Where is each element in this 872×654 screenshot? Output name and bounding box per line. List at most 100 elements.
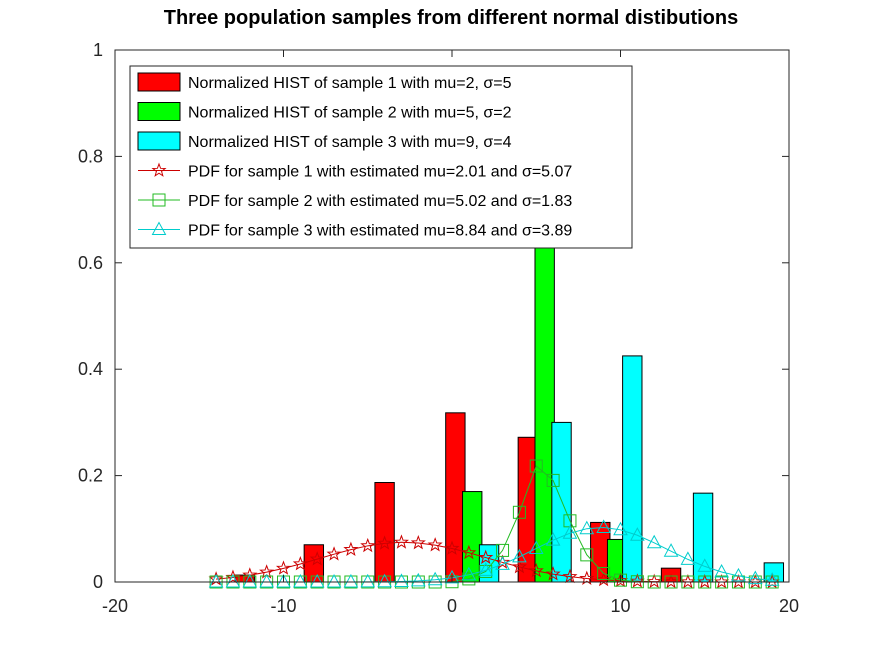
y-tick-label: 0.8 bbox=[78, 146, 103, 166]
pdf-point-sample-1 bbox=[225, 569, 241, 584]
pdf-point-sample-3 bbox=[343, 573, 359, 588]
pdf-point-sample-2 bbox=[546, 473, 560, 487]
legend-swatch bbox=[137, 102, 181, 121]
legend-entry: PDF for sample 1 with estimated mu=2.01 … bbox=[188, 164, 572, 181]
legend-box bbox=[129, 65, 633, 249]
pdf-point-sample-2 bbox=[512, 505, 526, 519]
pdf-point-sample-3 bbox=[646, 534, 662, 549]
pdf-point-sample-1 bbox=[545, 566, 561, 581]
pdf-point-sample-3 bbox=[208, 573, 224, 588]
pdf-point-sample-3 bbox=[444, 569, 460, 584]
pdf-point-sample-2 bbox=[614, 573, 627, 587]
legend-entry: PDF for sample 2 with estimated mu=5.02 … bbox=[188, 193, 572, 210]
pdf-point-sample-3 bbox=[326, 573, 342, 588]
pdf-point-sample-3 bbox=[276, 573, 291, 588]
pdf-point-sample-1 bbox=[714, 574, 730, 589]
pdf-point-sample-3 bbox=[596, 519, 611, 533]
pdf-point-sample-1 bbox=[410, 535, 426, 550]
legend-marker bbox=[151, 221, 167, 235]
pdf-point-sample-2 bbox=[529, 459, 543, 473]
legend-entry: Normalized HIST of sample 1 with mu=2, σ… bbox=[188, 75, 512, 92]
legend-marker bbox=[151, 162, 167, 177]
pdf-point-sample-1 bbox=[444, 540, 460, 555]
pdf-point-sample-3 bbox=[512, 548, 527, 563]
pdf-point-sample-1 bbox=[326, 546, 342, 561]
pdf-point-sample-1 bbox=[663, 573, 679, 589]
pdf-point-sample-1 bbox=[360, 537, 376, 553]
pdf-point-sample-1 bbox=[562, 568, 578, 584]
pdf-point-sample-1 bbox=[478, 549, 494, 565]
pdf-point-sample-1 bbox=[528, 562, 544, 578]
x-tick-label: -10 bbox=[270, 596, 296, 616]
ticks-layer: -20 -10 0 10 20 0 0.2 0.4 0.6 0.8 1 bbox=[78, 40, 799, 616]
pdf-point-sample-3 bbox=[714, 563, 729, 578]
x-tick-label: -20 bbox=[102, 596, 128, 616]
x-tick-label: 0 bbox=[447, 596, 457, 616]
x-tick-label: 20 bbox=[779, 596, 799, 616]
y-tick-label: 0 bbox=[93, 572, 103, 592]
pdf-point-sample-1 bbox=[646, 573, 662, 589]
pdf-point-sample-1 bbox=[511, 558, 527, 574]
pdf-point-sample-3 bbox=[461, 566, 477, 581]
pdf-point-sample-3 bbox=[495, 556, 510, 570]
y-tick-label: 0.4 bbox=[78, 359, 103, 379]
pdf-point-sample-3 bbox=[410, 572, 426, 587]
pdf-point-sample-3 bbox=[764, 572, 780, 586]
pdf-point-sample-1 bbox=[730, 574, 747, 589]
y-tick-label: 1 bbox=[93, 40, 103, 60]
y-tick-label: 0.2 bbox=[78, 466, 103, 486]
pdf-point-sample-3 bbox=[259, 573, 274, 588]
pdf-point-sample-3 bbox=[242, 573, 258, 588]
pdf-point-sample-3 bbox=[225, 573, 241, 588]
pdf-point-sample-1 bbox=[579, 570, 595, 585]
legend-entry: PDF for sample 3 with estimated mu=8.84 … bbox=[188, 223, 572, 240]
pdf-point-sample-2 bbox=[597, 566, 611, 580]
pdf-point-sample-1 bbox=[343, 541, 359, 557]
pdf-point-sample-3 bbox=[747, 570, 763, 585]
pdf-point-sample-3 bbox=[630, 527, 645, 541]
pdf-point-sample-3 bbox=[562, 525, 578, 539]
x-tick-label: 10 bbox=[610, 596, 630, 616]
pdf-point-sample-1 bbox=[377, 535, 393, 550]
pdf-point-sample-3 bbox=[579, 520, 595, 535]
pdf-point-sample-1 bbox=[242, 567, 258, 582]
pdf-point-sample-3 bbox=[478, 562, 494, 576]
hist-bar-sample-3 bbox=[478, 544, 500, 583]
legend-marker bbox=[152, 193, 166, 207]
legend-entry: Normalized HIST of sample 3 with mu=9, σ… bbox=[188, 134, 512, 151]
hist-bar-sample-3 bbox=[622, 355, 643, 583]
hist-bar-sample-1 bbox=[374, 482, 395, 583]
pdf-point-sample-2 bbox=[580, 548, 594, 562]
y-tick-label: 0.6 bbox=[78, 253, 103, 273]
pdf-point-sample-1 bbox=[596, 571, 612, 587]
pdf-point-sample-1 bbox=[461, 544, 477, 560]
pdf-point-sample-3 bbox=[377, 573, 392, 588]
pdf-point-sample-3 bbox=[293, 573, 308, 588]
pdf-point-sample-1 bbox=[629, 573, 645, 588]
pdf-point-sample-1 bbox=[309, 551, 325, 566]
pdf-point-sample-3 bbox=[613, 521, 628, 536]
hist-bar-sample-3 bbox=[551, 421, 572, 583]
legend-swatch bbox=[137, 72, 181, 92]
pdf-point-sample-1 bbox=[393, 534, 410, 549]
pdf-point-sample-3 bbox=[697, 558, 713, 572]
pdf-point-sample-1 bbox=[292, 556, 308, 571]
pdf-point-sample-3 bbox=[427, 571, 443, 586]
pdf-point-sample-3 bbox=[394, 573, 409, 587]
pdf-point-sample-3 bbox=[545, 532, 561, 546]
pdf-point-sample-3 bbox=[528, 540, 544, 554]
pdf-point-sample-3 bbox=[663, 543, 679, 557]
legend-entry: Normalized HIST of sample 2 with mu=5, σ… bbox=[188, 105, 512, 122]
pdf-point-sample-3 bbox=[731, 567, 746, 582]
pdf-point-sample-1 bbox=[427, 537, 443, 552]
bars-layer bbox=[234, 241, 785, 583]
pdf-point-sample-3 bbox=[360, 573, 376, 588]
chart-title: Three population samples from different … bbox=[164, 7, 739, 29]
pdf-point-sample-1 bbox=[275, 560, 292, 575]
pdf-point-sample-3 bbox=[680, 551, 696, 565]
pdf-point-sample-3 bbox=[309, 573, 325, 588]
pdf-point-sample-1 bbox=[697, 574, 713, 589]
pdf-point-sample-1 bbox=[680, 573, 696, 589]
legend: Normalized HIST of sample 1 with mu=2, σ… bbox=[129, 65, 633, 249]
